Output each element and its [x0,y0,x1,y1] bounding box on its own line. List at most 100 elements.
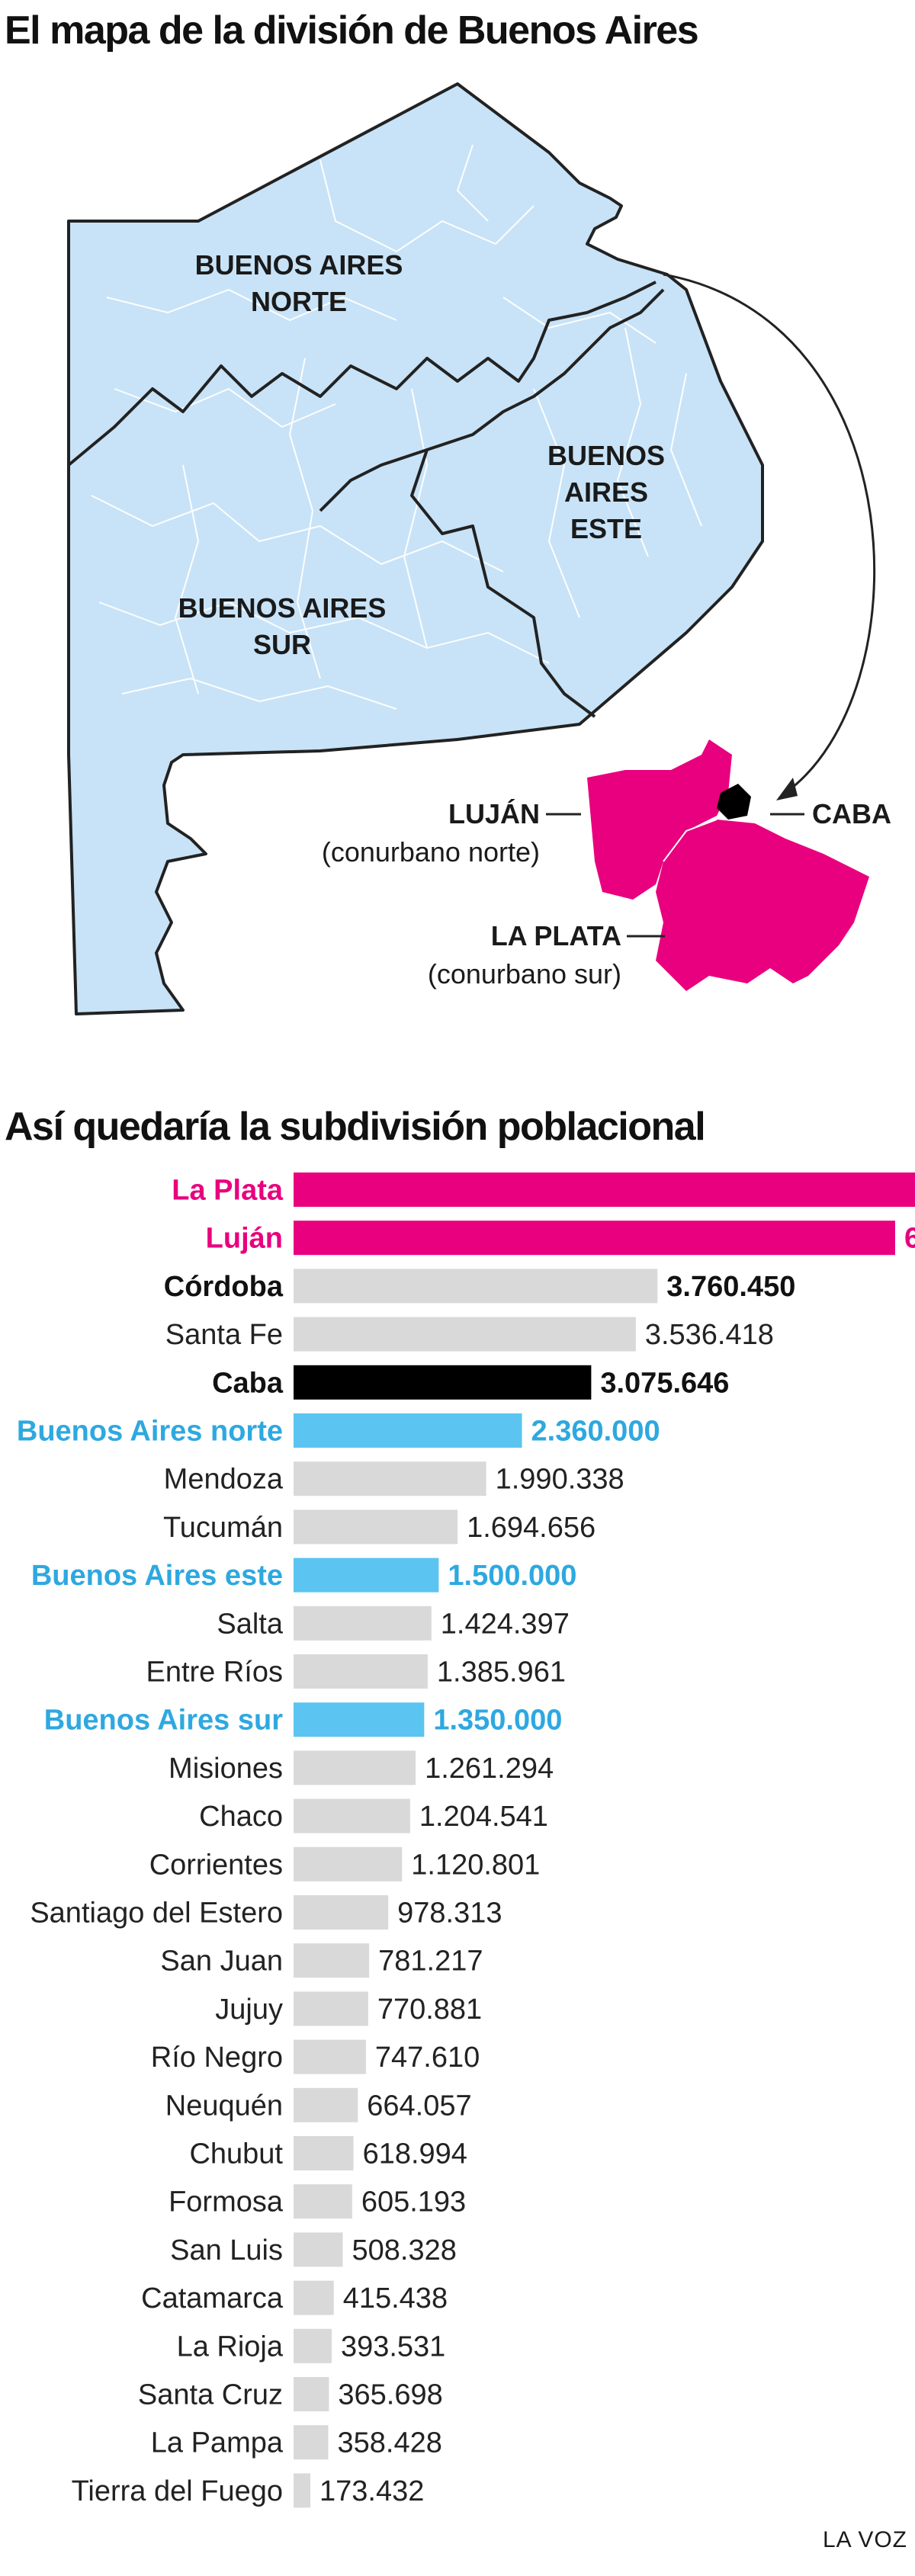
bar [294,2232,343,2267]
bar [294,1702,425,1737]
category-label: San Luis [170,2234,283,2266]
zoom-arrow-head [776,778,798,800]
value-label: 1.385.961 [437,1657,566,1689]
caba-shape [717,784,751,820]
value-label: 415.438 [343,2282,448,2315]
bar [294,2377,329,2411]
chart-title: Así quedaría la subdivisión poblacional [5,1105,706,1149]
bar [294,2328,332,2363]
category-label: Caba [212,1367,284,1399]
source-credit: LA VOZ [822,2527,907,2552]
value-label: 358.428 [337,2427,441,2459]
category-label: Buenos Aires norte [17,1416,283,1448]
bar [294,1943,370,1978]
value-label: 1.261.294 [425,1753,554,1785]
region-este-line3: ESTE [570,513,642,544]
bar [294,2425,329,2460]
bar [294,2039,366,2074]
category-label: Santiago del Estero [30,1898,283,1930]
category-label: Catamarca [141,2282,284,2315]
bar [294,2087,358,2122]
value-label: 6.216.000 [904,1223,915,1255]
value-label: 508.328 [352,2234,457,2266]
bar [294,1895,389,1930]
region-este-line2: AIRES [564,476,648,508]
region-sur-line1: BUENOS AIRES [178,592,387,624]
category-label: Entre Ríos [146,1657,283,1689]
value-label: 1.990.338 [496,1464,624,1496]
conurbano-divider [663,819,718,862]
bar [294,1750,416,1785]
category-label: Chaco [199,1801,283,1833]
province-outline [67,82,764,1015]
value-label: 3.075.646 [600,1367,729,1399]
category-label: Santa Fe [165,1319,283,1351]
partido-lines [91,144,702,710]
conurbano-sur-shape [656,820,869,991]
value-label: 173.432 [319,2475,424,2507]
value-label: 1.204.541 [419,1801,548,1833]
value-label: 978.313 [397,1898,502,1930]
value-label: 1.500.000 [448,1560,576,1592]
callout-lujan-name: LUJÁN [448,798,540,829]
callout-caba-name: CABA [812,798,891,829]
conurbano-norte-shape [587,739,732,900]
bar [294,1798,410,1833]
bar [294,1317,636,1352]
bar [294,1991,368,2026]
callout-la-plata-sub: (conurbano sur) [428,958,621,990]
bar [294,1269,658,1304]
bar [294,1413,522,1448]
region-norte-line1: BUENOS AIRES [195,249,403,281]
bar [294,1221,895,1256]
bar [294,1557,439,1593]
category-label: Jujuy [215,1994,283,2026]
category-label: San Juan [160,1946,283,1978]
value-label: 770.881 [377,1994,482,2026]
bar [294,1461,486,1497]
category-label: Formosa [169,2186,284,2218]
value-label: 1.694.656 [467,1512,596,1544]
bar [294,1606,432,1641]
bar [294,1654,428,1689]
category-label: Buenos Aires este [31,1560,283,1592]
category-label: La Rioja [177,2331,284,2363]
value-label: 3.760.450 [666,1271,795,1303]
category-label: Chubut [189,2138,283,2170]
value-label: 747.610 [375,2042,480,2074]
bar [294,1365,592,1400]
value-label: 605.193 [361,2186,466,2218]
callout-la-plata-name: LA PLATA [491,920,621,951]
value-label: 3.536.418 [645,1319,774,1351]
bar [294,2184,352,2219]
value-label: 1.120.801 [411,1849,540,1881]
category-label: La Pampa [151,2427,284,2459]
buenos-aires-map: BUENOS AIRES NORTE BUENOS AIRES ESTE BUE… [67,82,891,1015]
category-label: Mendoza [164,1464,284,1496]
population-bar-chart: La Plata6.493.000Luján6.216.000Córdoba3.… [17,1173,915,2508]
bar [294,2473,311,2508]
value-label: 365.698 [338,2379,442,2411]
region-este-line1: BUENOS [547,440,665,471]
region-norte-line2: NORTE [251,286,347,317]
value-label: 781.217 [378,1946,483,1978]
zoom-arrow [663,273,876,794]
region-borders [67,281,665,718]
category-label: Neuquén [165,2090,283,2122]
category-label: Santa Cruz [138,2379,283,2411]
value-label: 1.350.000 [433,1705,562,1737]
value-label: 1.424.397 [441,1608,570,1640]
value-label: 2.360.000 [531,1416,660,1448]
category-label: La Plata [172,1175,284,1207]
value-label: 664.057 [367,2090,471,2122]
category-label: Corrientes [149,1849,283,1881]
category-label: Córdoba [164,1271,284,1303]
bar [294,2280,334,2315]
value-label: 618.994 [363,2138,467,2170]
map-title: El mapa de la división de Buenos Aires [5,8,699,53]
bar [294,1509,458,1545]
region-sur-line2: SUR [253,629,311,660]
category-label: Tucumán [163,1512,283,1544]
bar [294,1846,403,1881]
category-label: Buenos Aires sur [44,1705,283,1737]
